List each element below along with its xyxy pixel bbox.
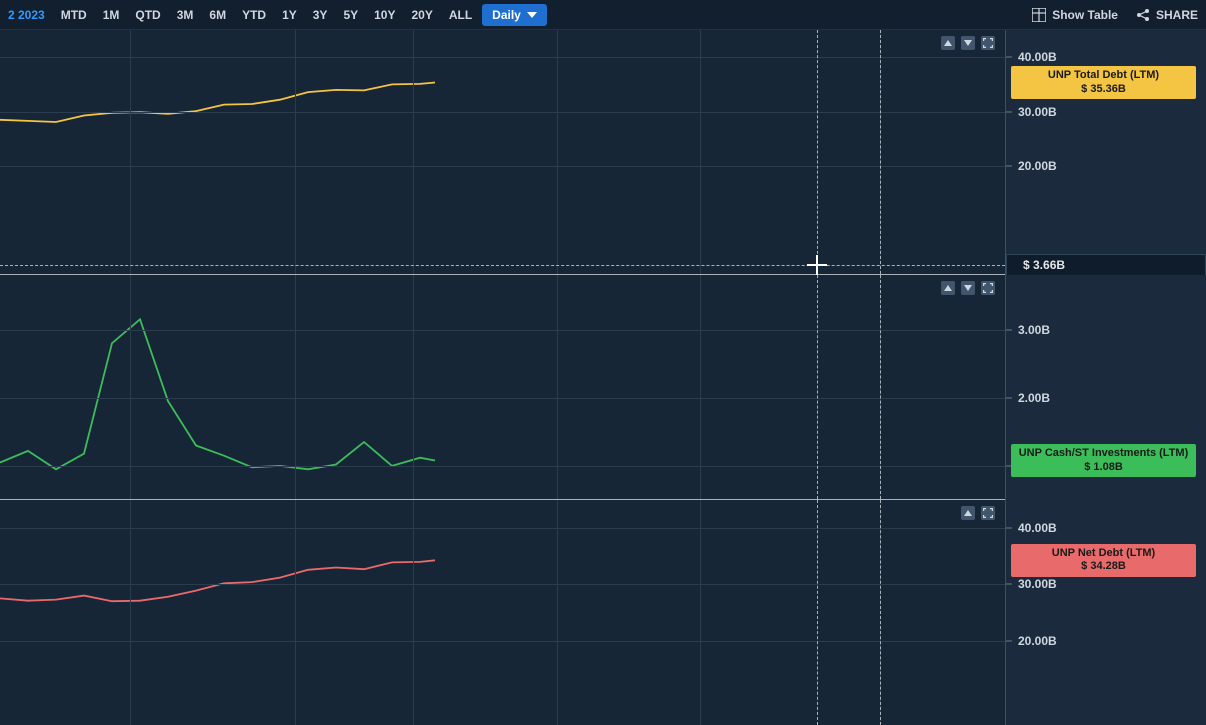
chart-stage: 40.00B30.00B20.00BUNP Total Debt (LTM)$ … xyxy=(0,30,1206,725)
series-badge-value: $ 35.36B xyxy=(1011,83,1196,96)
date-anchor[interactable]: 2 2023 xyxy=(8,4,51,26)
panel-net-debt[interactable] xyxy=(0,500,1005,725)
share-icon xyxy=(1136,8,1150,22)
series-total-debt xyxy=(0,30,1005,274)
range-5y[interactable]: 5Y xyxy=(337,4,364,26)
series-badge[interactable]: UNP Cash/ST Investments (LTM)$ 1.08B xyxy=(1011,444,1196,476)
chevron-down-icon xyxy=(527,12,537,18)
axis-tick-label: 30.00B xyxy=(1018,105,1057,119)
share-button[interactable]: SHARE xyxy=(1136,8,1198,22)
range-20y[interactable]: 20Y xyxy=(405,4,438,26)
axis-tick-label: 20.00B xyxy=(1018,634,1057,648)
range-10y[interactable]: 10Y xyxy=(368,4,401,26)
axis-cash: 1.00B3.00B2.00B1.00BUNP Cash/ST Investme… xyxy=(1005,275,1206,500)
axis-tick-label: 2.00B xyxy=(1018,391,1050,405)
show-table-label: Show Table xyxy=(1052,8,1118,22)
series-badge-name: UNP Cash/ST Investments (LTM) xyxy=(1011,447,1196,460)
axis-tick-label: 20.00B xyxy=(1018,159,1057,173)
axis-tick-label: 40.00B xyxy=(1018,521,1057,535)
axis-tick-label: 3.00B xyxy=(1018,323,1050,337)
series-badge[interactable]: UNP Total Debt (LTM)$ 35.36B xyxy=(1011,66,1196,98)
range-3y[interactable]: 3Y xyxy=(307,4,334,26)
panel-cash[interactable] xyxy=(0,275,1005,500)
range-qtd[interactable]: QTD xyxy=(129,4,166,26)
range-3m[interactable]: 3M xyxy=(171,4,200,26)
range-6m[interactable]: 6M xyxy=(203,4,232,26)
range-1y[interactable]: 1Y xyxy=(276,4,303,26)
frequency-label: Daily xyxy=(492,8,521,22)
crosshair-value-pill: $ 3.66B xyxy=(1006,254,1206,276)
range-ytd[interactable]: YTD xyxy=(236,4,272,26)
table-icon xyxy=(1032,8,1046,22)
panel-total-debt[interactable] xyxy=(0,30,1005,275)
range-mtd[interactable]: MTD xyxy=(55,4,93,26)
series-badge-name: UNP Total Debt (LTM) xyxy=(1011,69,1196,82)
toolbar: 2 2023 MTD 1M QTD 3M 6M YTD 1Y 3Y 5Y 10Y… xyxy=(0,0,1206,30)
series-badge[interactable]: UNP Net Debt (LTM)$ 34.28B xyxy=(1011,544,1196,576)
axis-tick-label: 30.00B xyxy=(1018,577,1057,591)
axis-net-debt: 40.00B 30.00B 20.00B UNP Net Debt (LTM)$ 34… xyxy=(1005,500,1206,725)
series-badge-value: $ 1.08B xyxy=(1011,461,1196,474)
frequency-select[interactable]: Daily xyxy=(482,4,547,26)
axis-total-debt: 40.00B30.00B20.00BUNP Total Debt (LTM)$ … xyxy=(1005,30,1206,275)
axis-tick-label: 40.00B xyxy=(1018,50,1057,64)
series-net-debt xyxy=(0,500,1005,725)
series-badge-value: $ 34.28B xyxy=(1011,560,1196,573)
show-table-button[interactable]: Show Table xyxy=(1032,8,1118,22)
range-1m[interactable]: 1M xyxy=(97,4,126,26)
share-label: SHARE xyxy=(1156,8,1198,22)
range-all[interactable]: ALL xyxy=(443,4,478,26)
series-badge-name: UNP Net Debt (LTM) xyxy=(1011,547,1196,560)
